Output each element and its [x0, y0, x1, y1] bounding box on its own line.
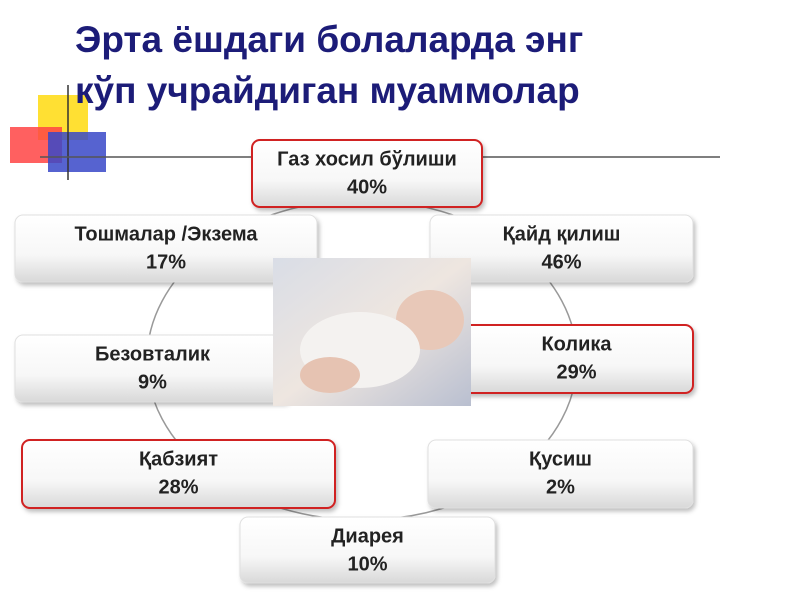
node: Қабзият 28%	[21, 439, 336, 509]
node-label: Безовталик	[95, 343, 211, 365]
node-box	[14, 214, 318, 283]
node-value: 46%	[541, 251, 581, 273]
node-value: 9%	[138, 371, 167, 393]
node-box	[427, 439, 694, 509]
node: Қайд қилиш 46%	[429, 214, 694, 283]
photo	[273, 258, 471, 406]
node-label: Тошмалар /Экзема	[74, 223, 258, 245]
node-label: Қабзият	[139, 448, 218, 470]
node-value: 29%	[556, 361, 596, 383]
deco-square	[48, 132, 106, 172]
node-box	[21, 439, 336, 509]
node-label: Диарея	[331, 525, 404, 547]
node-box	[239, 516, 496, 584]
node: Безовталик 9%	[14, 334, 291, 403]
boxes: Газ хосил бўлиши 40% Тошмалар /Экзема 17% Қа…	[14, 139, 694, 584]
title-line: Эрта ёшдаги болаларда энг	[75, 19, 583, 60]
node: Газ хосил бўлиши 40%	[251, 139, 483, 208]
node-box	[251, 139, 483, 208]
node: Колика 29%	[459, 324, 694, 394]
node: Тошмалар /Экзема 17%	[14, 214, 318, 283]
node-label: Газ хосил бўлиши	[277, 148, 457, 170]
title-line: кўп учрайдиган муаммолар	[75, 70, 580, 111]
node-value: 10%	[347, 553, 387, 575]
node-value: 2%	[546, 476, 575, 498]
node: Диарея 10%	[239, 516, 496, 584]
node-value: 17%	[146, 251, 186, 273]
node-label: Колика	[541, 333, 612, 355]
node-box	[429, 214, 694, 283]
node-value: 40%	[347, 176, 387, 198]
node-label: Қусиш	[529, 448, 592, 470]
node-value: 28%	[158, 476, 198, 498]
node-label: Қайд қилиш	[503, 223, 621, 245]
node: Қусиш 2%	[427, 439, 694, 509]
